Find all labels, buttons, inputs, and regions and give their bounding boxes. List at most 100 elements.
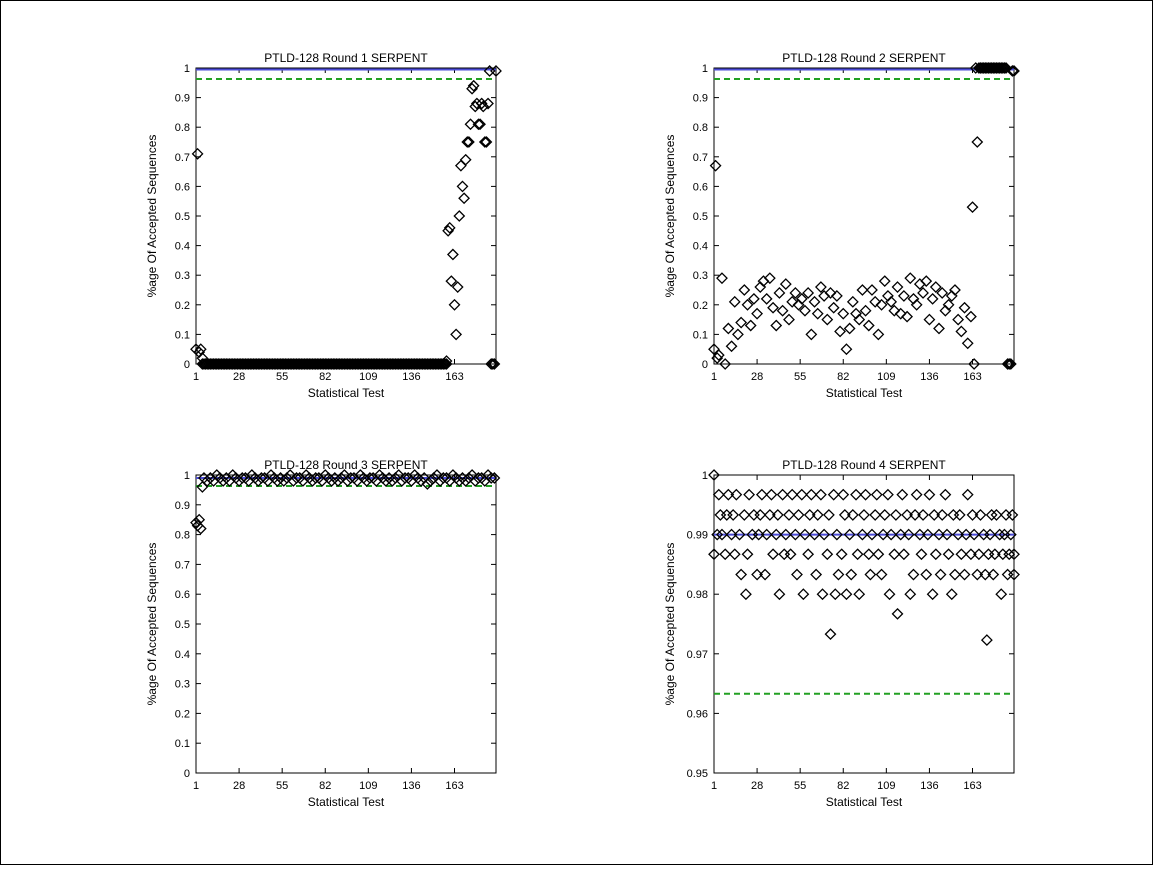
data-point	[744, 319, 757, 332]
data-point	[928, 509, 941, 521]
data-point	[735, 316, 748, 329]
data-point	[755, 488, 768, 501]
data-point	[722, 322, 735, 335]
data-point	[987, 568, 1000, 581]
plot-area	[713, 474, 1015, 774]
data-point	[827, 301, 840, 314]
x-tick-label: 28	[751, 371, 763, 383]
data-point	[896, 488, 909, 501]
data-point	[822, 509, 835, 521]
data-point	[843, 528, 856, 541]
data-point	[934, 568, 947, 581]
x-tick-label: 1	[193, 371, 199, 383]
data-point	[415, 475, 427, 487]
data-point	[779, 278, 792, 290]
y-axis-label: %age Of Accepted Sequences	[663, 543, 677, 706]
data-point	[421, 478, 434, 490]
x-tick-label: 163	[445, 371, 463, 383]
data-point	[888, 548, 901, 561]
data-point	[904, 272, 917, 285]
data-point	[759, 568, 771, 581]
data-point	[846, 509, 859, 521]
data-point	[805, 328, 818, 341]
data-point	[770, 319, 783, 332]
x-tick-label: 109	[877, 371, 895, 383]
plot-area	[195, 67, 497, 365]
data-point	[984, 528, 996, 541]
data-point	[1003, 358, 1016, 370]
data-point	[735, 568, 748, 581]
data-point	[972, 548, 985, 561]
data-point	[722, 488, 735, 501]
data-point	[335, 472, 348, 484]
data-point	[952, 313, 965, 326]
x-tick-label: 1	[711, 371, 717, 383]
data-point	[929, 281, 942, 293]
data-point	[856, 284, 869, 296]
data-point	[877, 528, 890, 541]
data-point	[716, 528, 728, 541]
y-tick-label: 0.97	[687, 649, 708, 661]
data-point	[816, 588, 829, 601]
x-axis-label: Statistical Test	[308, 386, 385, 400]
data-point	[966, 201, 979, 214]
data-point	[462, 136, 475, 148]
data-point	[885, 295, 898, 308]
data-point	[1008, 65, 1020, 77]
data-point	[870, 488, 883, 501]
data-point	[840, 588, 853, 601]
data-point	[929, 548, 942, 561]
chart-title: PTLD-128 Round 2 SERPENT	[782, 51, 946, 65]
x-tick-label: 82	[319, 780, 331, 792]
y-tick-label: 0.8	[175, 530, 190, 542]
data-point	[869, 509, 882, 521]
data-point	[942, 548, 955, 561]
data-point	[733, 528, 746, 541]
data-point	[779, 528, 792, 541]
data-point	[971, 136, 984, 148]
y-tick-label: 0.3	[175, 270, 190, 282]
y-tick-label: 0.4	[175, 241, 190, 253]
y-tick-label: 0.1	[175, 738, 190, 750]
data-point	[838, 509, 851, 521]
x-tick-label: 82	[837, 371, 849, 383]
y-tick-label: 0.1	[693, 329, 708, 341]
data-point	[752, 528, 765, 541]
data-point	[478, 136, 491, 148]
data-point	[1004, 528, 1017, 541]
data-point	[864, 568, 877, 581]
y-tick-label: 0.5	[175, 619, 190, 631]
data-point	[741, 298, 754, 311]
data-point	[814, 281, 827, 293]
data-point	[738, 284, 751, 296]
data-point	[850, 488, 862, 501]
x-tick-label: 136	[920, 371, 938, 383]
data-point	[814, 488, 827, 501]
data-point	[797, 588, 810, 601]
y-tick-label: 0.3	[693, 270, 708, 282]
data-point	[953, 509, 966, 521]
data-point	[771, 509, 784, 521]
data-point	[811, 509, 824, 521]
data-point	[472, 118, 485, 131]
y-tick-label: 0.7	[175, 559, 190, 571]
data-point	[763, 272, 776, 285]
data-point	[851, 548, 864, 561]
y-tick-label: 0.98	[687, 589, 708, 601]
data-point	[897, 290, 910, 302]
data-point	[389, 472, 402, 484]
y-tick-label: 0	[184, 768, 190, 780]
data-point	[824, 287, 837, 299]
data-point	[869, 295, 882, 308]
data-point	[926, 588, 939, 601]
data-point	[830, 290, 843, 302]
data-point	[960, 528, 973, 541]
data-point	[858, 509, 870, 521]
x-tick-label: 55	[276, 371, 288, 383]
data-point	[859, 304, 872, 317]
data-point	[485, 358, 498, 370]
y-axis-label: %age Of Accepted Sequences	[663, 135, 677, 298]
data-point	[859, 488, 872, 501]
chart-title: PTLD-128 Round 3 SERPENT	[264, 458, 428, 472]
data-point	[971, 568, 984, 581]
